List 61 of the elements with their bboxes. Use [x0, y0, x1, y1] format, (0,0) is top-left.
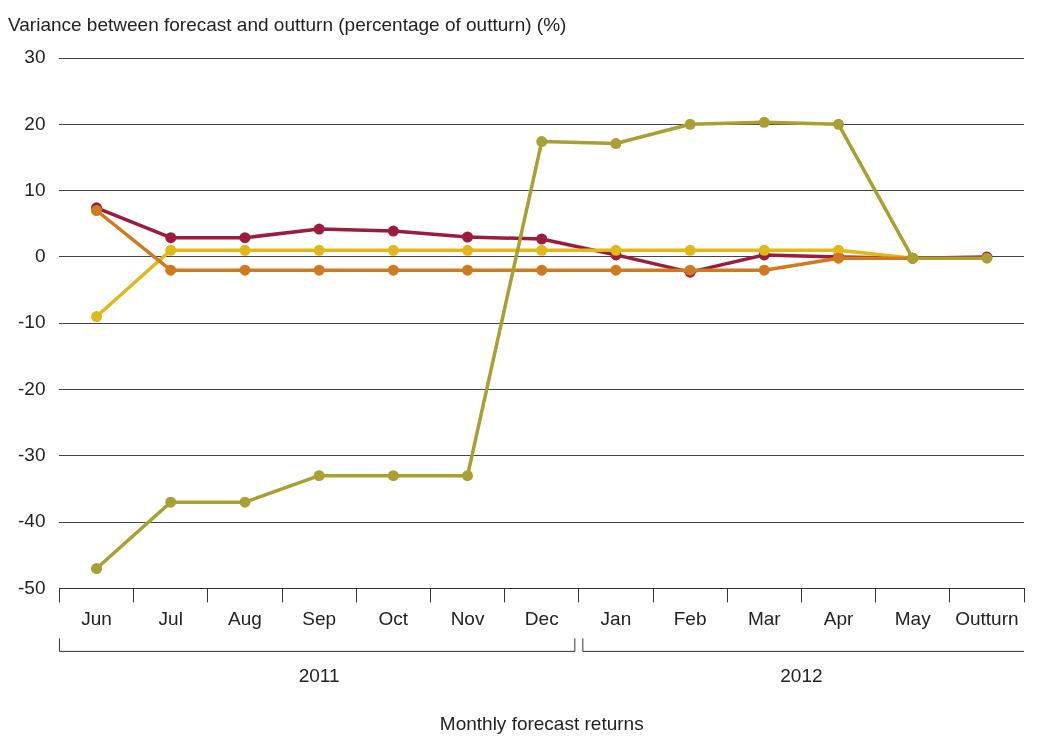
point: [313, 244, 325, 256]
point: [536, 244, 548, 256]
x-tick-label: Jan: [600, 608, 632, 630]
x-axis-title: Monthly forecast returns: [439, 712, 644, 734]
x-tick-label: Sep: [302, 608, 337, 630]
x-tick-label: May: [894, 608, 932, 630]
point: [684, 118, 696, 130]
point: [387, 244, 399, 256]
point: [91, 563, 103, 575]
point: [239, 232, 251, 244]
x-tick-label: Nov: [450, 608, 485, 630]
point: [536, 264, 548, 276]
y-tick-label: -40: [17, 510, 46, 532]
y-tick-label: 10: [24, 178, 46, 200]
point: [610, 264, 622, 276]
point: [387, 264, 399, 276]
point: [462, 470, 474, 482]
point: [387, 225, 399, 237]
x-tick-label: Jun: [81, 608, 112, 630]
y-tick-label: 20: [24, 112, 46, 134]
y-tick-label: -50: [17, 576, 46, 598]
point: [165, 496, 177, 508]
point: [165, 244, 177, 256]
point: [610, 138, 622, 150]
point: [610, 244, 622, 256]
x-tick-label: Feb: [673, 608, 707, 630]
x-tick-label: Apr: [823, 608, 854, 630]
point: [239, 244, 251, 256]
point: [239, 496, 251, 508]
point: [313, 470, 325, 482]
y-axis-title: Variance between forecast and outturn (percentage of outturn) (%): [8, 14, 567, 36]
text: 2011: [298, 665, 340, 687]
y-tick-label: -20: [17, 377, 46, 399]
y-tick-label: 0: [34, 245, 46, 267]
point: [758, 116, 770, 128]
point: [313, 264, 325, 276]
point: [462, 244, 474, 256]
point: [462, 231, 474, 243]
point: [239, 264, 251, 276]
x-tick-label: Dec: [524, 608, 559, 630]
x-tick-label: Outturn: [955, 608, 1019, 630]
point: [165, 264, 177, 276]
point: [313, 223, 325, 235]
point: [684, 244, 696, 256]
text: 2012: [780, 665, 823, 687]
y-tick-label: -10: [17, 311, 46, 333]
point: [833, 118, 845, 130]
x-tick-label: Oct: [378, 608, 409, 630]
point: [758, 244, 770, 256]
point: [165, 232, 177, 244]
y-tick-label: 30: [24, 46, 46, 68]
x-tick-label: Aug: [228, 608, 262, 630]
point: [387, 470, 399, 482]
y-tick-label: -30: [17, 444, 46, 466]
point: [91, 311, 103, 323]
x-tick-label: Jul: [158, 608, 183, 630]
point: [536, 233, 548, 245]
point: [758, 264, 770, 276]
point: [536, 136, 548, 148]
point: [462, 264, 474, 276]
x-tick-label: Mar: [747, 608, 782, 630]
